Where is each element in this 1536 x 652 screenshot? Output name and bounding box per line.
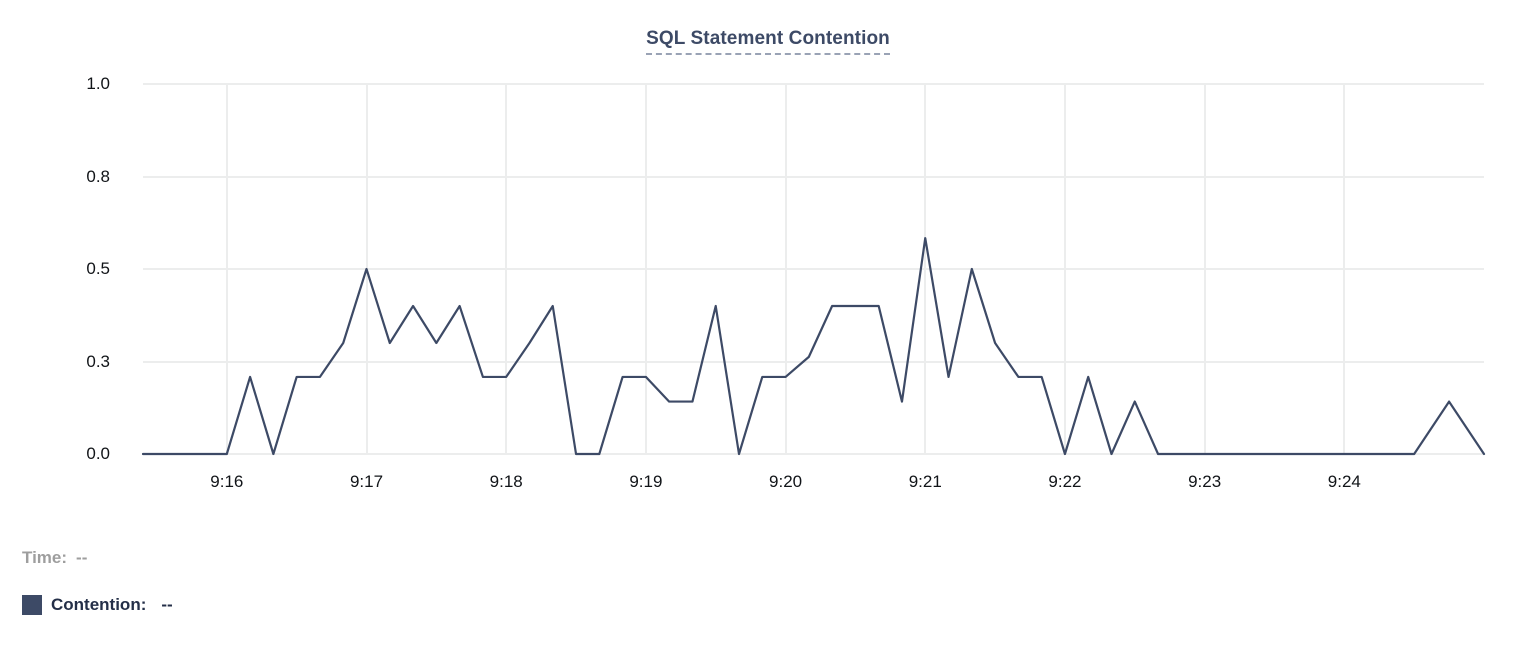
gridline-vertical (1063, 84, 1066, 454)
y-tick-label: 0.3 (86, 351, 110, 371)
gridline-vertical (924, 84, 927, 454)
x-tick-label: 9:22 (1048, 472, 1082, 491)
x-tick-label: 9:23 (1188, 472, 1222, 491)
readout-contention: Contention: -- (22, 595, 173, 615)
series-line-contention (141, 237, 1486, 456)
x-tick-label: 9:18 (489, 472, 523, 491)
y-tick-label: 0.5 (86, 259, 110, 278)
readout-series-value: -- (161, 595, 173, 614)
y-tick-label: 1.0 (86, 74, 110, 93)
plot-area[interactable] (141, 83, 1486, 456)
chart-title-text: SQL Statement Contention (646, 28, 890, 55)
gridline-horizontal (143, 453, 1484, 455)
x-tick-label: 9:17 (349, 472, 384, 491)
readout-series-label: Contention: (51, 595, 147, 614)
y-tick-label: 0.0 (86, 444, 110, 463)
x-tick-label: 9:19 (629, 472, 663, 491)
readout-time-label: Time: (22, 548, 68, 567)
readout-time: Time: -- (22, 548, 87, 568)
gridline-horizontal (143, 83, 1484, 85)
gridline-vertical (1343, 84, 1346, 454)
x-tick-label: 9:21 (908, 472, 942, 491)
gridline-vertical (644, 84, 647, 454)
gridline-vertical (1203, 84, 1206, 454)
series-color-swatch-icon (22, 595, 42, 615)
readout-time-value: -- (76, 548, 88, 567)
gridline-horizontal (143, 360, 1484, 363)
x-tick-label: 9:20 (769, 472, 803, 491)
gridline-vertical (505, 84, 508, 454)
gridline-horizontal (143, 268, 1484, 270)
x-tick-label: 9:24 (1327, 472, 1361, 491)
gridline-vertical (784, 84, 787, 454)
y-tick-label: 0.8 (86, 166, 110, 186)
gridline-vertical (225, 84, 228, 454)
page-title: SQL Statement Contention (0, 28, 1536, 55)
x-tick-label: 9:16 (210, 472, 244, 491)
gridline-horizontal (143, 175, 1484, 178)
